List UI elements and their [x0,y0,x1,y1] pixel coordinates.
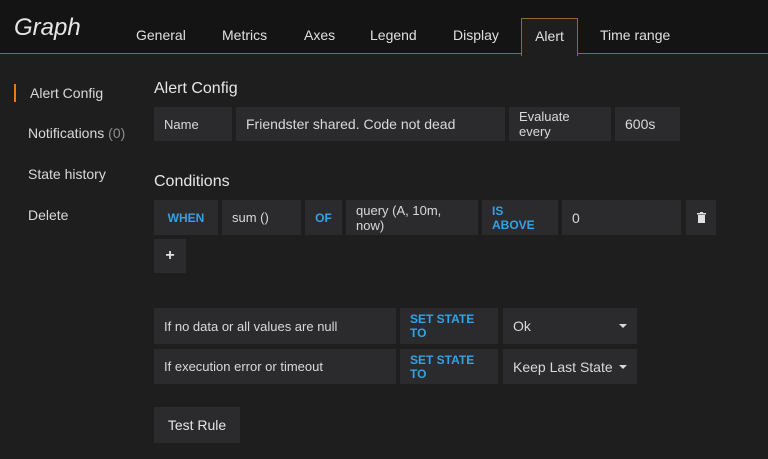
exec-error-label: If execution error or timeout [154,349,396,384]
sidebar-item-delete[interactable]: Delete [28,207,69,223]
tab-time-range[interactable]: Time range [600,27,671,43]
sidebar-item-alert-config[interactable]: Alert Config [30,85,104,101]
exec-error-state-select[interactable]: Keep Last State [503,349,637,384]
tab-axes[interactable]: Axes [304,27,336,43]
tab-display[interactable]: Display [453,27,499,43]
no-data-label: If no data or all values are null [154,308,396,344]
name-label: Name [154,107,232,141]
set-state-keyword: SET STATE TO [400,349,498,384]
reducer-select[interactable]: sum () [222,200,301,235]
selected-value: Ok [513,318,531,334]
sidebar-item-notifications[interactable]: Notifications (0) [28,125,125,141]
notifications-count: (0) [108,125,126,141]
delete-condition-button[interactable] [686,200,716,235]
panel-title: Graph [14,14,81,41]
evaluate-input[interactable]: 600s [615,107,680,141]
sidebar-item-label: Notifications [28,125,105,141]
tab-metrics[interactable]: Metrics [222,27,268,43]
alert-config-heading: Alert Config [154,80,238,97]
test-rule-button[interactable]: Test Rule [154,407,240,443]
top-bar [0,0,768,54]
tab-legend[interactable]: Legend [370,27,417,43]
evaluate-label: Evaluate every [509,107,611,141]
add-condition-button[interactable]: + [154,239,186,273]
evaluator-select[interactable]: IS ABOVE [482,200,558,235]
name-input[interactable]: Friendster shared. Code not dead [236,107,505,141]
set-state-keyword: SET STATE TO [400,308,498,344]
plus-icon: + [165,247,175,264]
caret-down-icon [619,324,627,328]
sidebar-item-state-history[interactable]: State history [28,166,106,182]
of-keyword: OF [305,200,342,235]
trash-icon [696,212,706,223]
tab-alert[interactable]: Alert [521,18,578,56]
threshold-input[interactable]: 0 [562,200,681,235]
no-data-state-select[interactable]: Ok [503,308,637,344]
query-select[interactable]: query (A, 10m, now) [346,200,478,235]
conditions-heading: Conditions [154,173,230,190]
selected-value: Keep Last State [513,358,613,375]
active-indicator [14,84,16,102]
caret-down-icon [619,364,627,369]
tab-general[interactable]: General [136,27,186,43]
when-keyword: WHEN [154,200,218,235]
